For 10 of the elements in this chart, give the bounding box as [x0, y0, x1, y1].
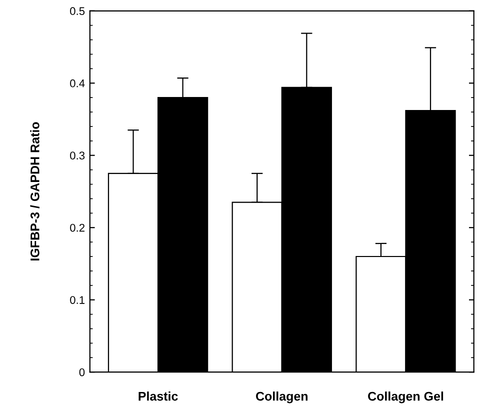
- y-tick-label: 0.4: [70, 79, 85, 88]
- y-axis-title: IGFBP-3 / GAPDH Ratio: [30, 122, 40, 260]
- y-tick-label: 0.2: [70, 224, 84, 232]
- y-tick-label: 0.1: [70, 296, 85, 304]
- y-tick-label: 0.3: [70, 152, 85, 160]
- y-tick-label: 0: [79, 368, 85, 376]
- y-tick-label: 0.5: [70, 7, 85, 16]
- x-tick-label: Collagen Gel: [368, 392, 444, 404]
- x-tick-label: Collagen: [256, 392, 308, 404]
- x-tick-label: Plastic: [138, 392, 178, 401]
